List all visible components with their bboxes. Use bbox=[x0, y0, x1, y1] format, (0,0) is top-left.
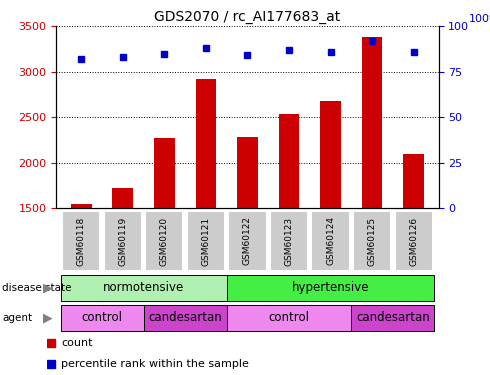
Text: ▶: ▶ bbox=[43, 311, 52, 324]
Text: ▶: ▶ bbox=[43, 281, 52, 294]
Text: GSM60124: GSM60124 bbox=[326, 216, 335, 266]
Text: GSM60122: GSM60122 bbox=[243, 216, 252, 266]
FancyBboxPatch shape bbox=[187, 211, 225, 271]
Text: candesartan: candesartan bbox=[356, 311, 430, 324]
Text: GSM60126: GSM60126 bbox=[409, 216, 418, 266]
FancyBboxPatch shape bbox=[351, 305, 435, 331]
FancyBboxPatch shape bbox=[227, 305, 351, 331]
FancyBboxPatch shape bbox=[145, 211, 183, 271]
FancyBboxPatch shape bbox=[312, 211, 350, 271]
Text: normotensive: normotensive bbox=[103, 281, 184, 294]
Bar bbox=[196, 79, 216, 208]
Text: hypertensive: hypertensive bbox=[292, 281, 369, 294]
FancyBboxPatch shape bbox=[144, 305, 227, 331]
Bar bbox=[112, 188, 133, 208]
Text: control: control bbox=[81, 311, 122, 324]
Bar bbox=[71, 204, 92, 208]
Bar bbox=[154, 138, 175, 208]
Text: GSM60123: GSM60123 bbox=[285, 216, 294, 266]
FancyBboxPatch shape bbox=[60, 305, 144, 331]
FancyBboxPatch shape bbox=[228, 211, 267, 271]
Text: percentile rank within the sample: percentile rank within the sample bbox=[61, 359, 249, 369]
FancyBboxPatch shape bbox=[60, 275, 227, 301]
Text: candesartan: candesartan bbox=[148, 311, 222, 324]
Bar bbox=[362, 37, 383, 208]
Text: agent: agent bbox=[2, 313, 32, 323]
FancyBboxPatch shape bbox=[353, 211, 391, 271]
FancyBboxPatch shape bbox=[62, 211, 100, 271]
Text: GSM60118: GSM60118 bbox=[77, 216, 86, 266]
Bar bbox=[237, 137, 258, 208]
Text: GSM60125: GSM60125 bbox=[368, 216, 377, 266]
Text: GSM60120: GSM60120 bbox=[160, 216, 169, 266]
Y-axis label: 100%: 100% bbox=[468, 14, 490, 24]
Bar bbox=[279, 114, 299, 208]
FancyBboxPatch shape bbox=[394, 211, 433, 271]
FancyBboxPatch shape bbox=[227, 275, 435, 301]
Text: GSM60121: GSM60121 bbox=[201, 216, 210, 266]
FancyBboxPatch shape bbox=[270, 211, 308, 271]
Text: GSM60119: GSM60119 bbox=[118, 216, 127, 266]
Title: GDS2070 / rc_AI177683_at: GDS2070 / rc_AI177683_at bbox=[154, 10, 341, 24]
FancyBboxPatch shape bbox=[104, 211, 142, 271]
Bar bbox=[320, 101, 341, 208]
Bar bbox=[403, 154, 424, 208]
Text: count: count bbox=[61, 338, 93, 348]
Text: disease state: disease state bbox=[2, 283, 72, 293]
Text: control: control bbox=[269, 311, 310, 324]
